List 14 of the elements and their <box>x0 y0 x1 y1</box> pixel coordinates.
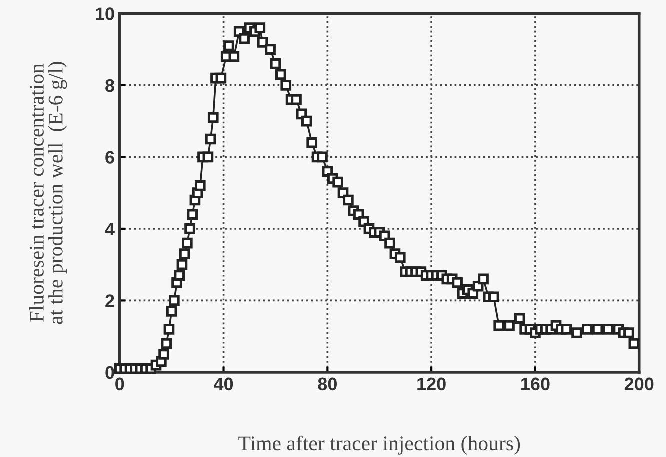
x-tick-label: 80 <box>318 378 337 391</box>
x-tick-label: 40 <box>214 378 234 391</box>
y-tick-label: 0 <box>106 366 114 380</box>
y-tick-label: 4 <box>105 223 115 236</box>
y-tick-label: 10 <box>96 8 114 20</box>
x-tick-label: 160 <box>522 378 550 391</box>
y-tick-label: 2 <box>106 294 114 308</box>
y-tick-label: 8 <box>106 79 114 92</box>
x-tick-label: 200 <box>624 378 654 391</box>
x-tick-label: 120 <box>418 378 446 391</box>
y-axis-title: Fluoresein tracer concentration at the production well (E-6 g/l) <box>29 62 68 324</box>
y-tick-label: 6 <box>106 151 114 164</box>
x-axis-title: Time after tracer injection (hours) <box>238 436 520 455</box>
x-tick-label: 0 <box>116 378 124 391</box>
